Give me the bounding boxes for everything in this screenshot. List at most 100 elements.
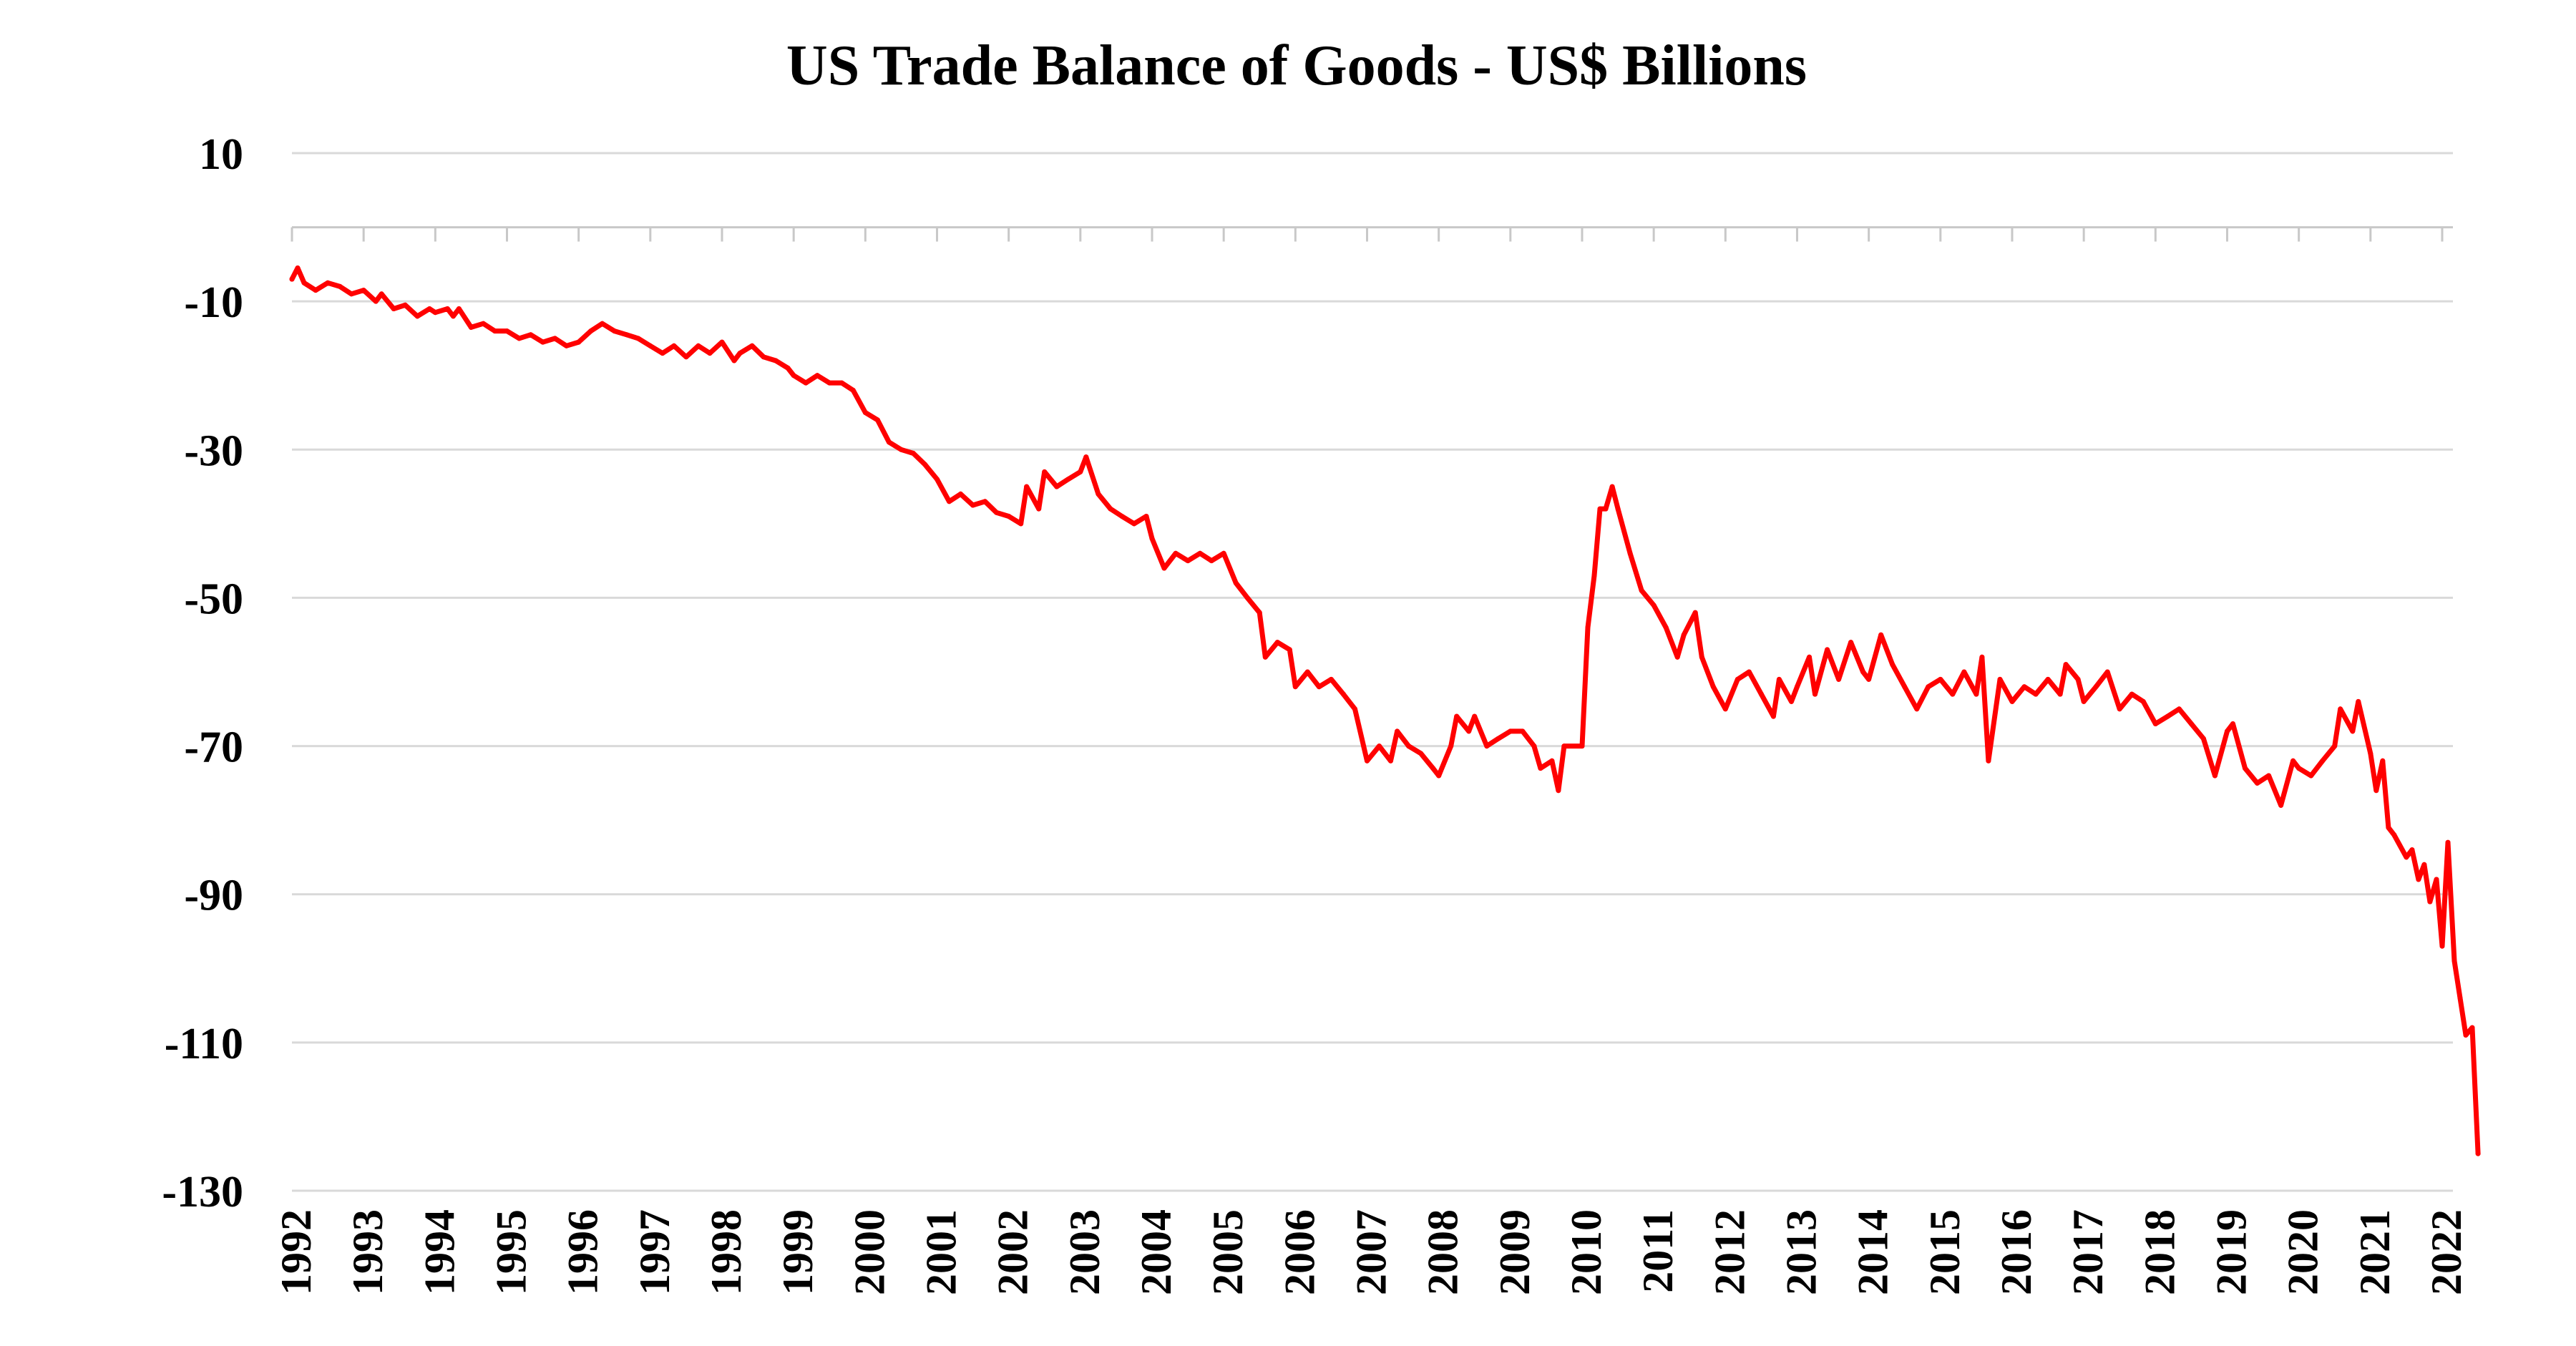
data-point: [683, 354, 689, 360]
data-point: [2308, 773, 2314, 779]
data-point: [1556, 788, 1561, 794]
data-point: [1131, 521, 1137, 527]
data-point: [2021, 684, 2027, 690]
data-point: [1597, 506, 1603, 512]
data-point: [773, 358, 779, 364]
data-point: [1789, 698, 1794, 704]
data-point: [480, 321, 486, 326]
data-point: [1221, 550, 1226, 556]
data-point: [1878, 632, 1884, 638]
data-point: [2338, 706, 2343, 712]
data-point: [1890, 662, 1896, 668]
data-point: [2404, 854, 2409, 860]
data-point: [749, 343, 755, 348]
data-point: [1454, 713, 1460, 719]
x-tick-label: 2009: [1491, 1209, 1538, 1295]
data-point: [1340, 691, 1346, 697]
data-point: [1328, 676, 1334, 682]
data-point: [2445, 839, 2451, 845]
x-tick-label: 1994: [416, 1209, 463, 1295]
data-point: [1065, 477, 1071, 482]
data-point: [737, 351, 743, 356]
data-point: [1197, 550, 1203, 556]
data-point: [850, 387, 856, 393]
data-point: [814, 373, 820, 379]
data-point: [1848, 640, 1854, 645]
data-point: [1448, 743, 1454, 749]
x-tick-label: 2006: [1276, 1209, 1323, 1295]
data-point: [2368, 751, 2373, 756]
data-point: [1825, 647, 1830, 653]
data-point: [528, 332, 534, 338]
x-tick-label: 1996: [560, 1209, 607, 1295]
data-point: [2045, 676, 2051, 682]
x-tick-label: 1992: [273, 1209, 320, 1295]
x-tick-label: 2020: [2280, 1209, 2327, 1295]
data-point: [2457, 995, 2463, 1001]
data-point: [1173, 550, 1179, 556]
data-point: [1436, 773, 1442, 779]
data-point: [337, 283, 343, 289]
x-tick-label: 2022: [2423, 1209, 2470, 1295]
data-point: [2255, 780, 2260, 786]
data-point: [791, 373, 796, 379]
series-line: [289, 265, 2481, 1156]
data-point: [2129, 691, 2135, 697]
data-point: [2439, 943, 2445, 949]
data-point: [1233, 580, 1239, 586]
y-tick-label: -50: [184, 575, 243, 623]
data-point: [898, 447, 904, 452]
data-point: [1316, 684, 1322, 690]
data-point: [935, 477, 940, 482]
data-point: [2332, 743, 2338, 749]
x-tick-label: 2019: [2207, 1209, 2255, 1295]
data-point: [2188, 721, 2194, 726]
data-point: [1770, 713, 1776, 719]
data-point: [994, 509, 1000, 515]
data-point: [1591, 572, 1597, 578]
data-point: [2278, 802, 2284, 808]
data-point: [839, 380, 844, 386]
data-point: [2117, 706, 2122, 712]
data-point: [947, 499, 952, 504]
data-point: [1710, 684, 1716, 690]
data-point: [2427, 899, 2433, 904]
y-tick-label: 10: [199, 130, 243, 179]
data-point: [2104, 669, 2110, 675]
data-point: [1860, 669, 1866, 675]
data-point: [1699, 654, 1704, 660]
data-point: [1352, 706, 1357, 712]
data-point: [1257, 610, 1262, 615]
data-point: [696, 343, 701, 348]
data-point: [426, 306, 432, 311]
data-point: [1974, 691, 1979, 697]
data-point: [301, 280, 307, 286]
data-point: [2451, 958, 2457, 964]
data-point: [2057, 691, 2063, 697]
x-tick-label: 2013: [1777, 1209, 1825, 1295]
data-point: [2165, 713, 2170, 719]
data-point: [1651, 603, 1657, 608]
data-point: [1615, 506, 1621, 512]
data-point: [2296, 766, 2302, 771]
series-group: [289, 265, 2481, 1156]
data-point: [2416, 877, 2421, 882]
data-point: [1585, 625, 1591, 630]
data-point: [1006, 514, 1012, 519]
x-tick-label: 1999: [774, 1209, 821, 1295]
y-axis-tick-labels: 10 -10 -30 -50 -70 -90 -110 -130: [162, 130, 243, 1216]
data-point: [2152, 721, 2158, 726]
data-point: [648, 343, 653, 348]
data-point: [2475, 1151, 2481, 1156]
data-point: [2212, 773, 2218, 779]
x-tick-label: 2007: [1347, 1209, 1395, 1295]
data-point: [2409, 847, 2415, 853]
data-point: [1149, 536, 1155, 542]
data-point: [1735, 676, 1740, 682]
data-point: [1627, 550, 1633, 556]
x-tick-label: 2010: [1563, 1209, 1610, 1295]
data-point: [540, 339, 546, 345]
data-point: [803, 380, 809, 386]
data-point: [2380, 758, 2386, 764]
